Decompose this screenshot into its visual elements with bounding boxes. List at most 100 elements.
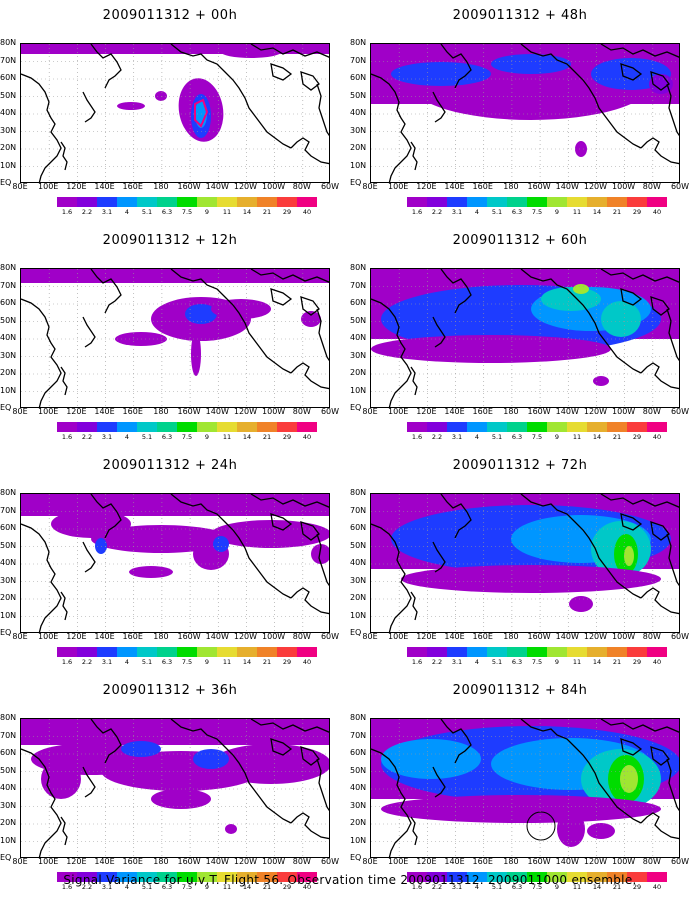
colorbar-label: 3.1 — [101, 883, 113, 891]
colorbar-swatch — [237, 422, 257, 432]
coastline — [620, 738, 643, 756]
colorbar-swatch — [587, 422, 607, 432]
lat-label: 60N — [350, 298, 367, 307]
coastline — [371, 748, 412, 857]
colorbar-swatch — [217, 647, 237, 657]
lon-label: 80W — [642, 632, 661, 641]
lon-label: 60W — [670, 182, 690, 191]
lat-label: 30N — [0, 125, 17, 135]
lon-label: 140W — [205, 632, 229, 641]
colorbar-swatch — [137, 647, 157, 657]
colorbar-label: 1.6 — [61, 658, 73, 666]
lat-label: 80N — [350, 263, 367, 272]
colorbar-swatch — [647, 422, 667, 432]
colorbar-label: 2.2 — [81, 883, 93, 891]
variance-shading — [569, 596, 593, 612]
lon-label: 100W — [612, 857, 636, 866]
coastline — [650, 71, 670, 91]
colorbar-swatch — [487, 647, 507, 657]
colorbar-swatch — [217, 197, 237, 207]
lon-label: 140W — [555, 407, 579, 416]
variance-shading — [193, 749, 229, 769]
lon-label: 160W — [527, 632, 551, 641]
lon-label: 140E — [444, 182, 465, 191]
coastline — [432, 316, 446, 348]
coastline — [432, 541, 446, 573]
colorbar-label: 11 — [572, 208, 582, 216]
lat-label: 80N — [0, 38, 17, 47]
lon-label: 160E — [472, 182, 493, 191]
colorbar — [57, 647, 317, 657]
colorbar-label: 6.3 — [161, 208, 173, 216]
lon-label: 160W — [527, 857, 551, 866]
colorbar-label: 6.3 — [161, 883, 173, 891]
colorbar-swatch — [647, 197, 667, 207]
colorbar-swatch — [627, 422, 647, 432]
lon-label: 120E — [66, 632, 87, 641]
coastline — [620, 513, 643, 531]
coastline — [440, 719, 472, 764]
coastline — [82, 541, 96, 573]
lon-label: 80E — [12, 182, 28, 191]
lat-label: 10N — [350, 385, 367, 395]
map-area — [20, 43, 330, 183]
coastline — [250, 269, 329, 283]
colorbar-swatch — [117, 647, 137, 657]
lat-label: 20N — [0, 143, 17, 152]
colorbar-label: 7.5 — [531, 883, 543, 891]
variance-shading — [573, 284, 589, 294]
coastline — [250, 44, 329, 58]
panel-title: 2009011312 + 12h — [102, 233, 238, 248]
coastline — [371, 73, 412, 182]
colorbar-label: 4 — [474, 883, 480, 891]
coastline — [520, 44, 642, 149]
colorbar-swatch — [447, 872, 467, 882]
lat-label: 30N — [350, 800, 367, 810]
coastline — [600, 494, 679, 508]
coastline — [440, 44, 472, 89]
variance-contour — [194, 98, 209, 128]
colorbar-label: 3.1 — [451, 433, 463, 441]
colorbar-label: 29 — [632, 883, 642, 891]
lat-label: 50N — [0, 90, 17, 100]
colorbar-swatch — [237, 197, 257, 207]
colorbar-swatch — [77, 647, 97, 657]
lon-label: 100E — [388, 182, 409, 191]
colorbar-swatch — [447, 197, 467, 207]
coastline — [21, 523, 62, 632]
lat-label: 20N — [0, 368, 17, 377]
lon-label: 140E — [444, 632, 465, 641]
variance-shading — [41, 759, 81, 799]
variance-shading — [491, 54, 571, 74]
lat-label: 40N — [0, 108, 17, 117]
lat-label: 20N — [0, 818, 17, 827]
lon-label: 120W — [233, 407, 258, 416]
coastline — [432, 766, 446, 798]
colorbar-swatch — [57, 647, 77, 657]
lon-label: 80E — [362, 857, 378, 866]
colorbar-swatch — [627, 647, 647, 657]
colorbar-label: 21 — [262, 208, 272, 216]
lon-label: 100W — [612, 632, 636, 641]
variance-shading — [371, 335, 611, 363]
variance-shading — [601, 301, 641, 337]
lon-label: 140E — [94, 407, 115, 416]
lat-label: 80N — [0, 713, 17, 722]
lat-label: 50N — [350, 540, 367, 550]
colorbar-swatch — [277, 872, 297, 882]
colorbar-label: 5.1 — [141, 883, 153, 891]
colorbar-swatch — [487, 872, 507, 882]
lat-label: EQ — [350, 628, 362, 637]
colorbar — [57, 422, 317, 432]
colorbar-swatch — [197, 647, 217, 657]
lon-label: 60W — [320, 632, 340, 641]
colorbar — [407, 422, 667, 432]
colorbar-swatch — [277, 197, 297, 207]
colorbar-label: 1.6 — [411, 433, 423, 441]
lon-label: 180 — [153, 857, 169, 866]
colorbar-label: 29 — [632, 658, 642, 666]
coastline — [666, 758, 679, 812]
lon-label: 100E — [388, 857, 409, 866]
coastline — [371, 298, 412, 407]
colorbar-label: 6.3 — [511, 658, 523, 666]
